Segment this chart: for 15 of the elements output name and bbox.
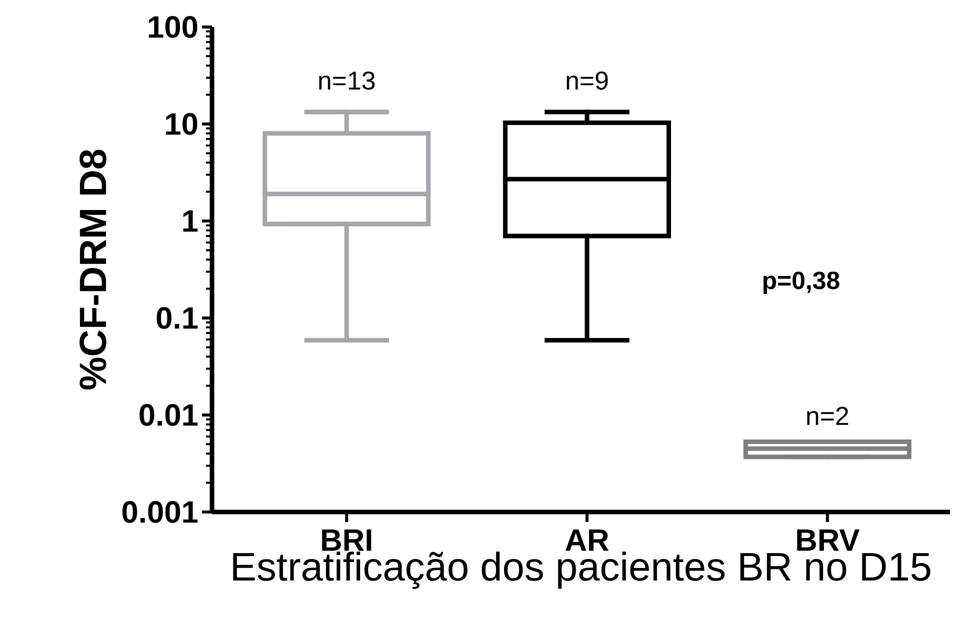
annotation: n=2 (807, 406, 848, 425)
y-axis-title: %CF-DRM D8 (80, 150, 106, 390)
y-tick-label: 0.001 (122, 501, 198, 523)
annotation: n=13 (319, 71, 375, 90)
y-tick-label: 0.1 (156, 307, 198, 329)
x-tick-label: BRV (797, 529, 860, 551)
y-tick-label: 10 (166, 113, 198, 135)
y-tick-label: 1 (183, 210, 198, 232)
x-tick-label: BRI (322, 529, 372, 551)
x-tick-label: AR (565, 529, 609, 551)
y-tick-label: 100 (148, 16, 198, 38)
annotation: n=9 (566, 71, 608, 90)
y-tick-label: 0.01 (140, 404, 198, 426)
x-axis-title: Estratificação dos pacientes BR no D15 (233, 552, 930, 589)
annotation: p=0,38 (763, 272, 840, 294)
